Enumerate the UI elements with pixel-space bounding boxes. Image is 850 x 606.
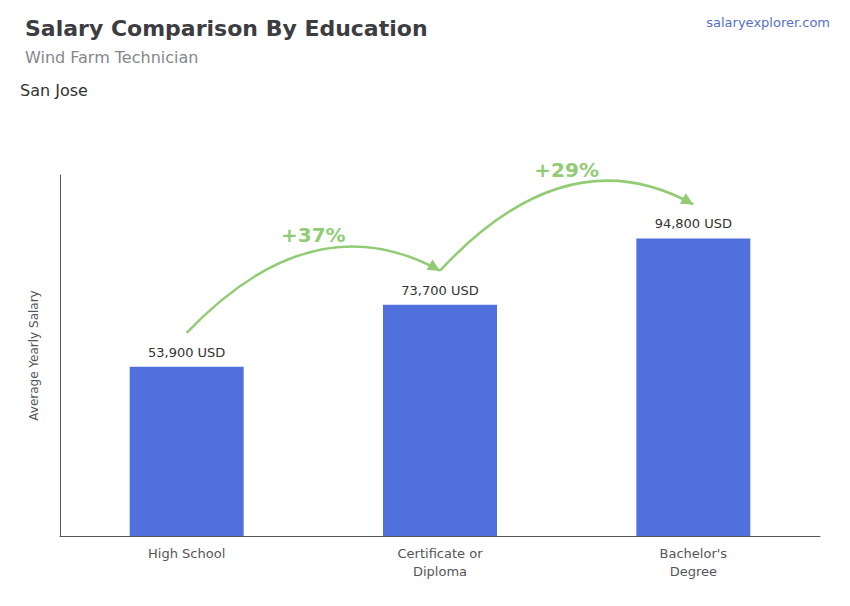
svg-text:+29%: +29% [534,158,599,182]
svg-text:San Jose: San Jose [20,81,88,100]
svg-text:73,700 USD: 73,700 USD [401,283,478,298]
svg-text:Bachelor's: Bachelor's [660,546,728,561]
svg-text:salaryexplorer.com: salaryexplorer.com [706,15,830,30]
svg-text:Certificate or: Certificate or [398,546,484,561]
svg-text:53,900 USD: 53,900 USD [148,345,225,360]
svg-text:94,800 USD: 94,800 USD [655,216,732,231]
svg-text:Diploma: Diploma [413,564,467,579]
svg-text:+37%: +37% [281,223,346,247]
svg-text:Degree: Degree [670,564,717,579]
svg-text:Average Yearly Salary: Average Yearly Salary [27,290,41,420]
svg-text:Salary Comparison By Education: Salary Comparison By Education [25,16,428,41]
svg-text:High School: High School [148,546,225,561]
svg-text:Wind Farm Technician: Wind Farm Technician [25,48,198,67]
